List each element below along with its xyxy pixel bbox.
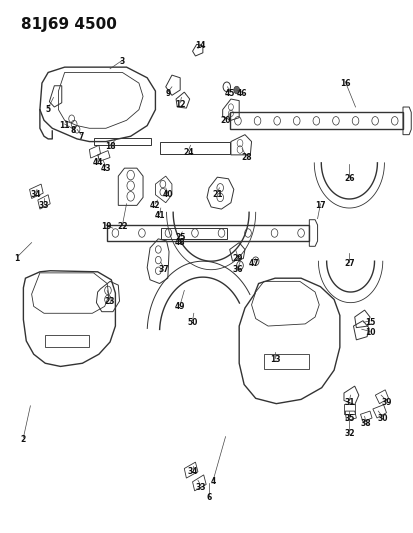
Text: 39: 39 (380, 398, 391, 407)
Text: 1: 1 (14, 254, 20, 263)
Text: 27: 27 (343, 260, 354, 268)
Text: 4: 4 (210, 478, 215, 486)
Text: 41: 41 (154, 212, 164, 221)
Text: 25: 25 (175, 233, 185, 242)
Text: 48: 48 (174, 238, 185, 247)
Text: 35: 35 (343, 414, 354, 423)
Text: 81J69 4500: 81J69 4500 (21, 17, 117, 31)
Text: 43: 43 (100, 164, 111, 173)
Text: 14: 14 (195, 42, 206, 51)
Text: 15: 15 (364, 318, 374, 327)
Text: 36: 36 (232, 265, 242, 273)
Text: 8: 8 (70, 126, 76, 135)
Text: 7: 7 (78, 132, 84, 141)
Circle shape (233, 86, 239, 94)
Text: 34: 34 (31, 190, 41, 199)
Text: 6: 6 (206, 493, 211, 502)
Text: 30: 30 (376, 414, 387, 423)
Text: 9: 9 (165, 89, 170, 98)
Text: 24: 24 (183, 148, 193, 157)
Text: 12: 12 (175, 100, 185, 109)
Text: 40: 40 (162, 190, 173, 199)
Text: 31: 31 (343, 398, 354, 407)
Text: 29: 29 (232, 254, 242, 263)
Text: 49: 49 (175, 302, 185, 311)
Text: 23: 23 (104, 296, 115, 305)
Text: 26: 26 (343, 174, 354, 183)
Text: 45: 45 (224, 89, 234, 98)
Text: 38: 38 (360, 419, 370, 428)
Text: 20: 20 (220, 116, 230, 125)
Text: 18: 18 (104, 142, 115, 151)
Text: 3: 3 (119, 58, 125, 66)
Text: 13: 13 (269, 355, 280, 364)
Text: 17: 17 (314, 201, 325, 210)
Text: 22: 22 (117, 222, 127, 231)
Text: 34: 34 (187, 467, 197, 475)
Text: 50: 50 (187, 318, 197, 327)
Text: 16: 16 (339, 78, 350, 87)
Text: 5: 5 (45, 105, 50, 114)
Text: 10: 10 (364, 328, 374, 337)
Text: 2: 2 (21, 435, 26, 444)
Text: 33: 33 (195, 482, 206, 491)
Text: 28: 28 (240, 153, 251, 162)
Text: 19: 19 (100, 222, 111, 231)
Text: 46: 46 (236, 89, 247, 98)
Text: 32: 32 (343, 430, 354, 439)
Text: 11: 11 (59, 121, 70, 130)
Text: 42: 42 (150, 201, 160, 210)
Text: 47: 47 (249, 260, 259, 268)
Text: 44: 44 (92, 158, 103, 167)
Text: 21: 21 (211, 190, 222, 199)
Text: 37: 37 (158, 265, 169, 273)
Text: 33: 33 (39, 201, 49, 210)
